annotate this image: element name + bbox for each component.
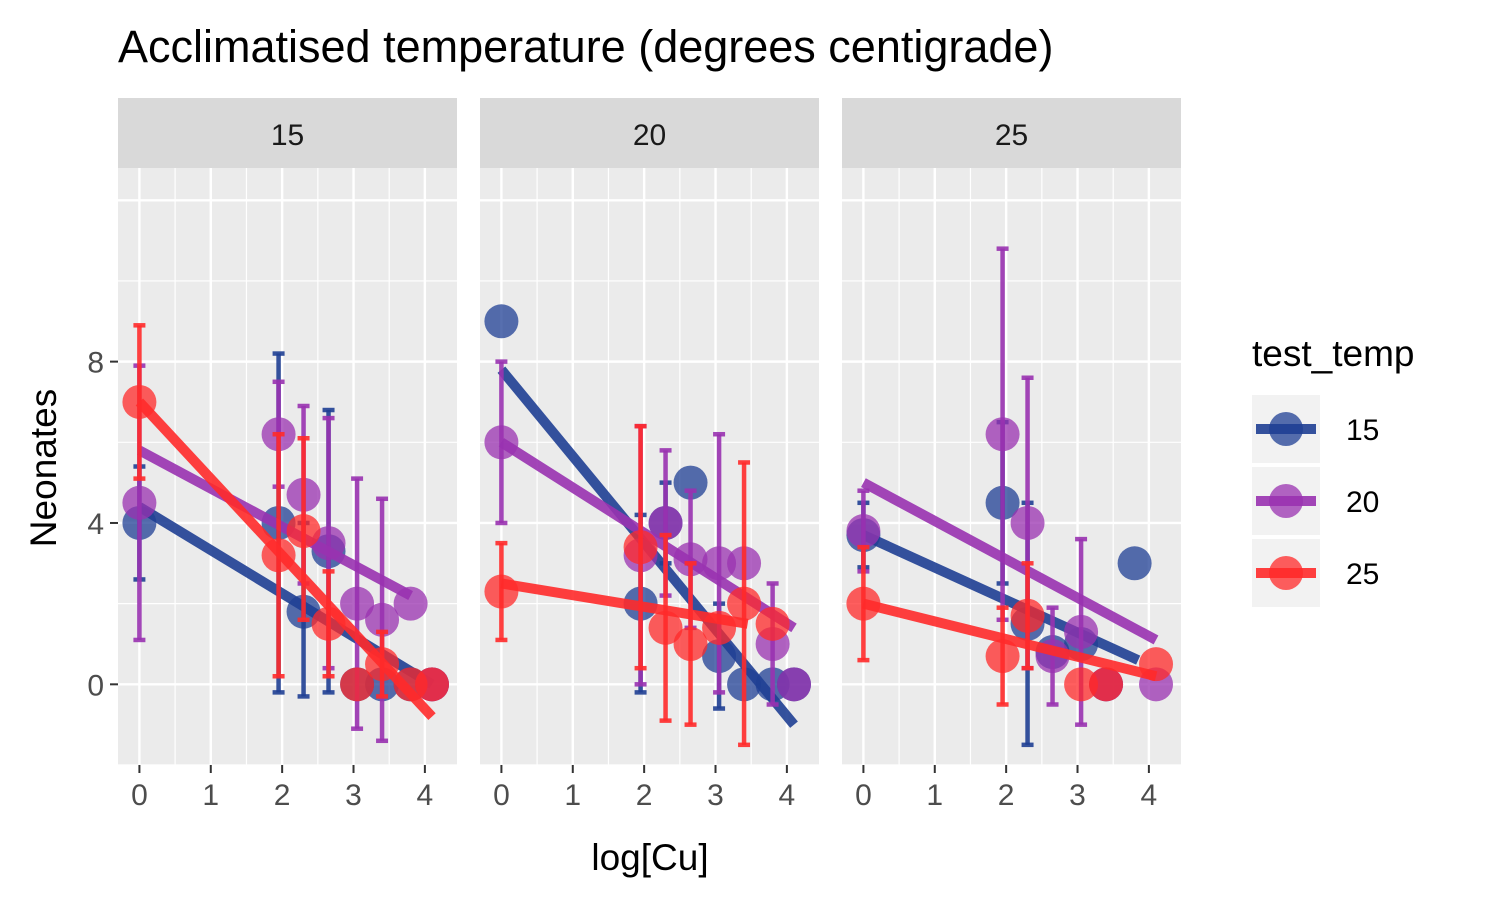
x-tick-label: 0 <box>493 779 510 812</box>
x-axis-title: log[Cu] <box>591 837 708 878</box>
data-point <box>415 667 450 702</box>
data-point <box>673 626 708 661</box>
data-point <box>340 667 375 702</box>
panel-background <box>842 168 1181 765</box>
legend-key-point <box>1269 484 1303 518</box>
data-point <box>985 417 1020 452</box>
fit-line <box>135 398 436 720</box>
data-point <box>846 514 881 549</box>
legend-entry-20: 20 <box>1252 467 1379 535</box>
x-tick-label: 2 <box>636 779 653 812</box>
x-tick-label: 0 <box>855 779 872 812</box>
facet-strip-label: 25 <box>995 119 1028 152</box>
x-tick-label: 3 <box>1069 779 1086 812</box>
data-point <box>1064 667 1099 702</box>
legend-label: 20 <box>1346 486 1379 519</box>
x-tick-label: 3 <box>707 779 724 812</box>
series-25 <box>122 323 450 720</box>
data-point <box>648 505 683 540</box>
data-point <box>623 530 658 565</box>
y-tick-label: 4 <box>87 508 104 541</box>
data-point <box>755 606 790 641</box>
facet-panel-25: 25 0 1 2 3 4 <box>842 98 1181 812</box>
facet-panel-20: 20 0 1 2 3 4 <box>480 98 819 812</box>
legend-title: test_temp <box>1252 333 1414 374</box>
data-point <box>727 586 762 621</box>
fit-line <box>862 598 1158 682</box>
legend-label: 15 <box>1346 414 1379 447</box>
x-tick-label: 4 <box>1141 779 1158 812</box>
y-axis-title: Neonates <box>23 389 64 547</box>
data-point <box>484 574 519 609</box>
series-20 <box>846 246 1174 727</box>
data-point <box>1089 667 1124 702</box>
facet-panels: 15 0 1 2 3 4 0 4 8 20 0 1 2 3 4 25 0 1 2 3 4 <box>87 98 1181 812</box>
legend-key-point <box>1269 556 1303 590</box>
x-tick-label: 1 <box>926 779 943 812</box>
x-tick-label: 1 <box>564 779 581 812</box>
legend-entry-15: 15 <box>1252 395 1379 463</box>
legend: test_temp 15 20 25 <box>1252 333 1414 607</box>
fit-line <box>137 445 413 600</box>
facet-strip <box>480 98 819 168</box>
x-tick-label: 3 <box>345 779 362 812</box>
data-point <box>122 485 157 520</box>
facet-panel-15: 15 0 1 2 3 4 0 4 8 <box>87 98 457 812</box>
data-point <box>985 639 1020 674</box>
data-point <box>1010 598 1045 633</box>
panel-marks <box>122 323 450 744</box>
fit-line <box>500 578 749 629</box>
x-tick-label: 1 <box>202 779 219 812</box>
legend-key-point <box>1269 412 1303 446</box>
legend-entry-25: 25 <box>1252 539 1379 607</box>
chart-title: Acclimatised temperature (degrees centig… <box>118 21 1053 72</box>
series-25 <box>846 544 1174 707</box>
data-point <box>1117 546 1152 581</box>
data-point <box>648 610 683 645</box>
y-tick-label: 8 <box>87 347 104 380</box>
x-tick-label: 4 <box>779 779 796 812</box>
fit-line <box>861 478 1159 645</box>
data-point <box>365 602 400 637</box>
x-tick-label: 4 <box>417 779 434 812</box>
data-point <box>286 514 321 549</box>
facet-strip-label: 15 <box>271 119 304 152</box>
facet-strip <box>842 98 1181 168</box>
x-tick-label: 0 <box>131 779 148 812</box>
facet-strip-label: 20 <box>633 119 666 152</box>
panel-marks <box>846 246 1174 748</box>
panel-marks <box>484 304 812 748</box>
data-point <box>777 667 812 702</box>
data-point <box>1064 614 1099 649</box>
series-25 <box>484 423 790 748</box>
y-tick-label: 0 <box>87 669 104 702</box>
x-tick-label: 2 <box>274 779 291 812</box>
x-tick-label: 2 <box>998 779 1015 812</box>
data-point <box>1010 505 1045 540</box>
facet-strip <box>118 98 457 168</box>
legend-label: 25 <box>1346 558 1379 591</box>
data-point <box>340 586 375 621</box>
data-point <box>484 304 519 339</box>
data-point <box>673 465 708 500</box>
